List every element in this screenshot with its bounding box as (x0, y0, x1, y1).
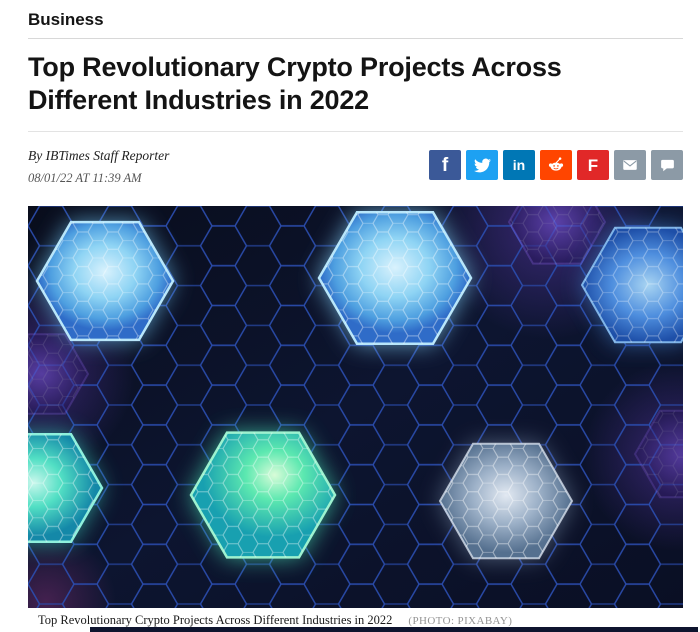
headline-divider (28, 131, 683, 132)
flipboard-icon: F (587, 155, 599, 175)
speech-bubble-icon (659, 157, 676, 174)
image-caption: Top Revolutionary Crypto Projects Across… (38, 613, 393, 627)
hero-figure: Top Revolutionary Crypto Projects Across… (28, 206, 683, 628)
share-email-button[interactable] (614, 150, 646, 180)
linkedin-icon: in (512, 157, 526, 173)
article-meta-row: By IBTimes Staff Reporter 08/01/22 AT 11… (28, 144, 683, 198)
byline-block: By IBTimes Staff Reporter 08/01/22 AT 11… (28, 144, 169, 186)
publish-date: 08/01/22 AT 11:39 AM (28, 171, 142, 185)
share-reddit-button[interactable] (540, 150, 572, 180)
photo-credit: (PHOTO: PIXABAY) (408, 615, 513, 627)
twitter-bird-icon (473, 157, 491, 174)
hero-image (28, 206, 683, 608)
caption-row: Top Revolutionary Crypto Projects Across… (28, 608, 683, 628)
share-flipboard-button[interactable]: F (577, 150, 609, 180)
share-twitter-button[interactable] (466, 150, 498, 180)
share-toolbar: f in (429, 150, 683, 180)
share-facebook-button[interactable]: f (429, 150, 461, 180)
reddit-alien-icon (546, 155, 566, 175)
byline[interactable]: By IBTimes Staff Reporter (28, 148, 170, 163)
comments-button[interactable] (651, 150, 683, 180)
next-section-image-edge (90, 627, 698, 632)
facebook-icon: f (441, 154, 449, 176)
article-title: Top Revolutionary Crypto Projects Across… (28, 52, 562, 115)
share-linkedin-button[interactable]: in (503, 150, 535, 180)
category-label[interactable]: Business (28, 10, 104, 29)
top-divider (28, 38, 683, 39)
article-column: Business Top Revolutionary Crypto Projec… (28, 0, 683, 628)
envelope-icon (621, 156, 639, 174)
